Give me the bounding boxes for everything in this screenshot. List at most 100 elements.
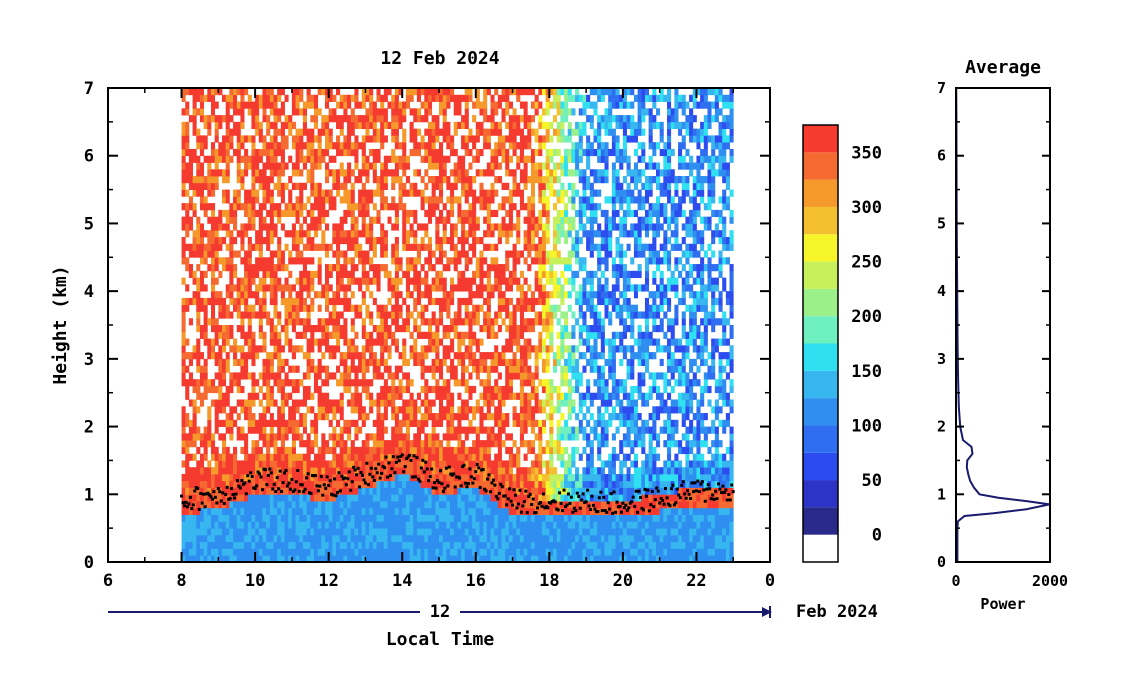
heatmap-cell [358,514,363,522]
heatmap-cell [453,230,458,238]
heatmap-cell [402,148,407,157]
heatmap-cell [398,494,403,502]
heatmap-cell [273,101,278,109]
heatmap-cell [258,453,263,461]
heatmap-cell [464,534,469,543]
heatmap-cell [240,487,245,495]
heatmap-cell [431,142,436,150]
heatmap-cell [464,487,469,495]
heatmap-cell [431,250,436,258]
heatmap-cell [383,88,388,96]
heatmap-cell [475,453,480,461]
heatmap-cell [299,487,304,495]
heatmap-cell [494,534,499,543]
heatmap-cell [336,440,341,448]
heatmap-cell [273,372,278,380]
heatmap-cell [266,264,271,272]
heatmap-cell [255,284,260,292]
heatmap-cell [299,514,304,522]
heatmap-cell [538,216,543,224]
heatmap-cell [222,311,227,319]
heatmap-cell [420,318,425,326]
heatmap-cell [494,101,499,109]
heatmap-cell [339,358,344,367]
heatmap-cell [350,338,355,346]
heatmap-cell [361,528,366,536]
heatmap-cell [199,148,205,157]
heatmap-cell [453,223,458,231]
heatmap-cell [269,399,274,407]
heatmap-cell [295,196,300,204]
heatmap-cell [273,94,278,102]
heatmap-cell [512,250,517,258]
heatmap-cell [233,94,238,102]
heatmap-cell [266,318,271,326]
heatmap-cell [453,311,458,319]
heatmap-cell [442,345,447,353]
heatmap-cell [251,392,256,400]
heatmap-cell [464,176,469,184]
heatmap-cell [391,257,396,265]
heatmap-cell [369,507,374,515]
heatmap-cell [427,534,433,543]
heatmap-cell [218,270,223,278]
heatmap-cell [486,501,491,509]
heatmap-cell [251,142,256,150]
heatmap-cell [225,399,230,407]
heatmap-cell [461,331,466,339]
heatmap-cell [185,419,190,427]
heatmap-cell [244,555,249,563]
heatmap-cell [266,534,271,543]
heatmap-cell [508,534,513,543]
heatmap-cell [402,521,407,529]
heatmap-cell [534,311,539,319]
heatmap-cell [505,196,510,204]
heatmap-cell [413,419,418,427]
heatmap-cell [199,162,205,170]
heatmap-cell [244,257,249,265]
heatmap-cell [394,548,399,556]
heatmap-cell [394,121,399,130]
heatmap-cell [376,473,381,482]
heatmap-cell [347,534,352,543]
heatmap-cell [240,236,245,245]
heatmap-cell [450,223,455,231]
heatmap-cell [347,385,352,394]
heatmap-cell [464,230,469,238]
heatmap-cell [295,419,300,427]
heatmap-cell [446,182,451,190]
heatmap-cell [391,182,396,190]
heatmap-cell [505,467,510,475]
heatmap-cell [310,331,315,339]
heatmap-cell [188,270,193,278]
heatmap-cell [435,433,440,441]
heatmap-cell [332,291,337,299]
heatmap-cell [486,142,491,150]
heatmap-cell [277,169,282,177]
heatmap-cell [354,88,359,96]
heatmap-cell [505,297,510,306]
heatmap-cell [188,176,193,184]
heatmap-cell [291,230,296,238]
heatmap-cell [446,473,451,482]
heatmap-cell [328,203,333,211]
heatmap-cell [306,169,311,177]
heatmap-cell [269,331,274,339]
heatmap-cell [490,365,495,373]
heatmap-cell [262,555,267,563]
heatmap-cell [277,446,282,455]
heatmap-cell [225,521,230,529]
heatmap-cell [424,331,429,339]
heatmap-cell [317,548,322,556]
heatmap-cell [284,358,289,367]
heatmap-cell [508,101,513,109]
heatmap-cell [196,277,201,285]
heatmap-cell [207,528,212,536]
heatmap-cell [354,460,359,468]
heatmap-cell [479,541,484,549]
heatmap-cell [222,148,227,157]
heatmap-cell [468,446,473,455]
heatmap-cell [472,277,477,285]
heatmap-cell [383,521,388,529]
